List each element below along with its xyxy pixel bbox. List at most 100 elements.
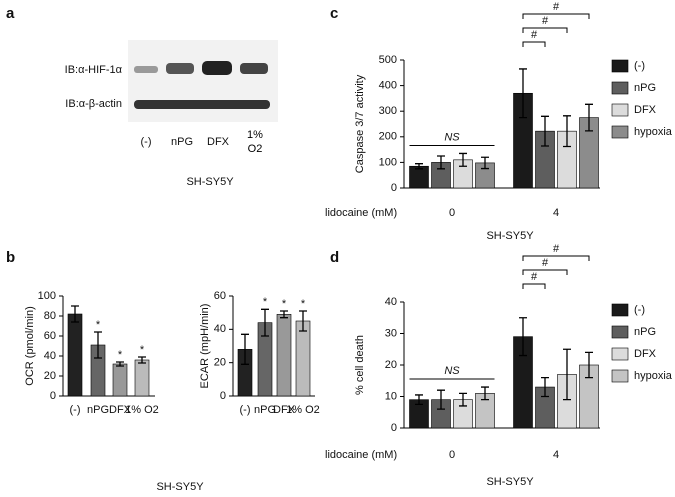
annotation: # <box>553 243 560 255</box>
x-tick-label: nPG <box>87 404 109 416</box>
error-bar <box>585 103 593 132</box>
bar <box>112 363 128 397</box>
legend-label: DFX <box>634 104 657 116</box>
band <box>134 66 158 73</box>
y-tick-label: 40 <box>44 350 56 362</box>
x-tick-label: 4 <box>553 207 559 219</box>
bar-label: * <box>118 349 123 361</box>
y-axis-label: Caspase 3/7 activity <box>354 74 366 173</box>
bar-label: * <box>140 344 145 356</box>
band <box>202 61 232 75</box>
bracket <box>522 41 546 47</box>
bracket <box>522 13 590 19</box>
lane-label: nPG <box>171 136 193 148</box>
y-tick-label: 300 <box>379 105 397 117</box>
lane-label: DFX <box>207 136 230 148</box>
error-bar <box>299 310 307 332</box>
error-bar <box>138 356 146 364</box>
row-label: IB:α-HIF-1α <box>65 64 123 76</box>
error-bar <box>116 361 124 367</box>
error-bar <box>585 351 593 379</box>
caption: SH-SY5Y <box>186 176 234 188</box>
error-bar <box>415 394 423 406</box>
error-bar <box>71 305 79 323</box>
error-bar <box>459 152 467 167</box>
blot <box>128 40 278 122</box>
y-tick-label: 60 <box>214 290 226 302</box>
y-tick-label: 60 <box>44 330 56 342</box>
error-bar <box>437 389 445 410</box>
y-tick-label: 40 <box>385 296 397 308</box>
panel-label: c <box>330 5 338 22</box>
legend-label: nPG <box>634 326 656 338</box>
annotation: # <box>542 257 549 269</box>
annotation: # <box>542 15 549 27</box>
panel-label: d <box>330 249 339 266</box>
annotation: # <box>531 29 538 41</box>
error-bar <box>563 115 571 148</box>
y-tick-label: 0 <box>220 390 226 402</box>
legend-label: (-) <box>634 304 645 316</box>
error-bar <box>437 155 445 170</box>
legend-swatch <box>611 103 629 117</box>
x-tick-label: 4 <box>553 449 559 461</box>
legend-swatch <box>611 347 629 361</box>
bracket <box>522 27 568 33</box>
y-tick-label: 500 <box>379 54 397 66</box>
annotation: NS <box>444 365 460 377</box>
y-tick-label: 200 <box>379 131 397 143</box>
band <box>166 63 194 74</box>
x-tick-label: (-) <box>240 404 251 416</box>
x-tick-label: DFX <box>273 404 296 416</box>
x-axis-label: lidocaine (mM) <box>325 207 397 219</box>
bar <box>409 165 429 189</box>
x-tick-label: (-) <box>70 404 81 416</box>
error-bar <box>481 386 489 401</box>
legend-label: hypoxia <box>634 370 673 382</box>
band <box>134 100 270 109</box>
x-tick-label: 1% O2 <box>286 404 320 416</box>
error-bar <box>415 163 423 170</box>
y-tick-label: 400 <box>379 80 397 92</box>
x-tick-label: DFX <box>109 404 132 416</box>
y-axis-label: % cell death <box>354 335 366 395</box>
legend-swatch <box>611 325 629 339</box>
bar <box>276 314 292 397</box>
x-axis-label: lidocaine (mM) <box>325 449 397 461</box>
y-tick-label: 0 <box>391 422 397 434</box>
error-bar <box>241 333 249 365</box>
error-bar <box>541 376 549 398</box>
caption: SH-SY5Y <box>156 481 204 493</box>
panel-label: b <box>6 249 15 266</box>
bar-label: * <box>263 296 268 308</box>
y-tick-label: 10 <box>385 390 397 402</box>
row-label: IB:α-β-actin <box>65 98 122 110</box>
y-tick-label: 80 <box>44 310 56 322</box>
y-tick-label: 100 <box>379 156 397 168</box>
panel-label: a <box>6 5 15 22</box>
y-tick-label: 20 <box>214 357 226 369</box>
error-bar <box>541 115 549 147</box>
y-tick-label: 0 <box>391 182 397 194</box>
caption: SH-SY5Y <box>486 476 534 488</box>
legend-swatch <box>611 81 629 95</box>
error-bar <box>261 308 269 337</box>
lane-label: 1% O2 <box>247 129 263 155</box>
legend-swatch <box>611 369 629 383</box>
legend-swatch <box>611 59 629 73</box>
y-tick-label: 30 <box>385 327 397 339</box>
bar-label: * <box>282 298 287 310</box>
error-bar <box>280 310 288 319</box>
band <box>240 63 268 74</box>
bracket <box>522 255 590 261</box>
bar <box>295 320 311 397</box>
bracket <box>522 283 546 289</box>
bar <box>67 313 83 397</box>
error-bar <box>481 156 489 170</box>
legend-label: nPG <box>634 82 656 94</box>
y-tick-label: 0 <box>50 390 56 402</box>
y-tick-label: 40 <box>214 323 226 335</box>
x-tick-label: 1% O2 <box>125 404 159 416</box>
